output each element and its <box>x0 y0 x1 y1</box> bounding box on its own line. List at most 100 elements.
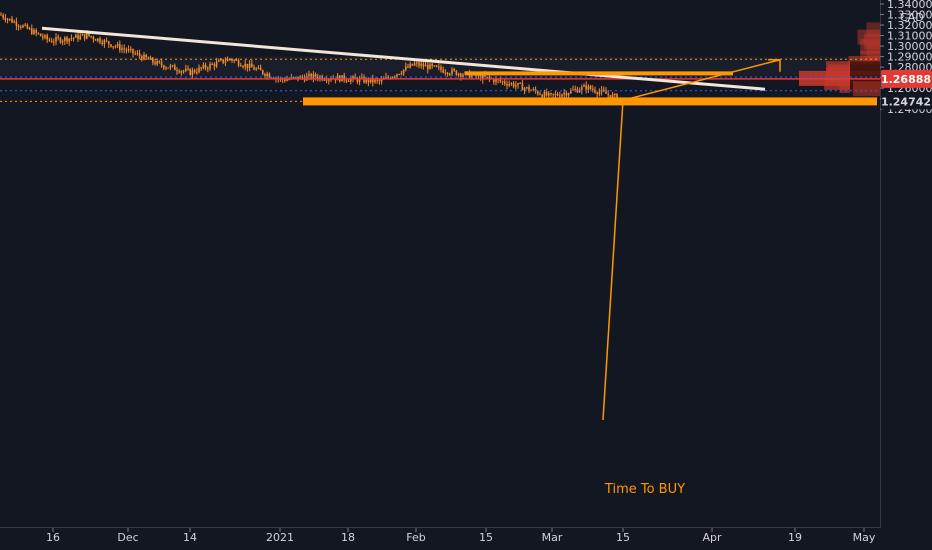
candle-body <box>253 67 255 70</box>
candle-body <box>477 74 480 77</box>
candle-body <box>356 78 359 83</box>
candle-body <box>88 33 90 36</box>
candle-body <box>398 74 400 76</box>
candle-body <box>515 85 517 87</box>
candle-body <box>4 17 7 21</box>
candle-body <box>138 53 141 57</box>
candle-body <box>48 39 51 41</box>
candle-body <box>9 18 11 20</box>
support-zone <box>303 97 877 106</box>
candle-body <box>123 48 125 50</box>
volume-bar <box>863 33 880 49</box>
candle-body <box>193 70 196 73</box>
candle-body <box>141 56 143 60</box>
candle-body <box>242 66 244 68</box>
current-price-value: 1.26888 <box>881 73 931 86</box>
candle-body <box>174 65 176 71</box>
x-tick-label: 16 <box>46 531 60 544</box>
projection-arrowhead <box>768 59 781 72</box>
time-to-buy-annotation: Time To BUY <box>604 482 685 497</box>
candle-body <box>202 64 205 69</box>
candle-body <box>347 81 350 83</box>
candle-body <box>209 64 211 69</box>
candle-body <box>484 74 486 77</box>
candle-body <box>407 66 409 68</box>
candle-body <box>114 46 117 48</box>
candle-body <box>451 69 453 74</box>
candle-body <box>512 83 515 87</box>
candle-body <box>145 54 147 58</box>
candle-body <box>251 63 253 68</box>
candle-body <box>328 79 330 81</box>
candle-body <box>539 94 541 96</box>
price-axis[interactable]: 1.340001.330001.320001.310001.300001.290… <box>880 0 932 116</box>
candle-body <box>77 34 79 40</box>
candle-body <box>598 91 601 94</box>
candle-body <box>614 94 616 96</box>
candle-body <box>616 94 618 101</box>
candle-body <box>196 72 198 74</box>
price-axis-panel <box>880 0 932 550</box>
candle-body <box>244 63 246 67</box>
candle-body <box>125 49 128 51</box>
candle-body <box>301 76 304 78</box>
candle-body <box>552 93 554 95</box>
candle-body <box>402 69 405 74</box>
candle-body <box>592 88 594 90</box>
candle-body <box>108 41 110 45</box>
y-tick-label: 1.32000 <box>887 19 932 32</box>
candle-body <box>70 38 73 40</box>
candle-body <box>499 79 502 82</box>
time-axis[interactable]: 16 Dec 14 2021 18 Feb 15 Mar 15 Apr 19 May <box>46 528 876 544</box>
candle-body <box>154 62 156 65</box>
candle-body <box>567 93 570 96</box>
candle-body <box>215 61 218 67</box>
candle-body <box>462 74 464 77</box>
candle-body <box>391 77 394 79</box>
candle-body <box>431 64 433 66</box>
candle-body <box>264 73 266 76</box>
candle-body <box>380 79 383 82</box>
candle-body <box>11 18 13 23</box>
candle-body <box>248 63 251 68</box>
candle-body <box>543 91 546 97</box>
candle-body <box>24 24 26 26</box>
candle-body <box>286 79 288 81</box>
candle-body <box>147 57 150 60</box>
candle-body <box>310 74 312 79</box>
candle-body <box>171 65 174 67</box>
candle-body <box>455 70 458 76</box>
candle-body <box>438 66 440 68</box>
candle-body <box>180 71 183 73</box>
candle-body <box>143 54 145 60</box>
candle-body <box>532 89 535 91</box>
candle-body <box>385 76 387 79</box>
candle-body <box>61 40 64 43</box>
candle-body <box>259 67 262 71</box>
candle-body <box>55 37 57 42</box>
currency-label: CAD <box>900 11 924 24</box>
candle-body <box>220 59 222 61</box>
y-tick-label: 1.31000 <box>887 30 932 43</box>
candle-body <box>112 46 114 48</box>
candle-body <box>266 73 268 76</box>
candle-body <box>119 44 121 50</box>
candle-body <box>460 73 462 77</box>
x-tick-label: Apr <box>702 531 722 544</box>
candle-body <box>22 25 24 28</box>
candle-body <box>26 24 29 29</box>
candle-body <box>446 72 449 75</box>
candle-body <box>116 44 119 47</box>
candle-body <box>343 75 345 81</box>
candle-body <box>226 58 229 62</box>
drawings <box>41 26 877 421</box>
volume-bar <box>857 29 880 45</box>
candle-body <box>369 78 372 83</box>
y-tick-label: 1.30000 <box>887 40 932 53</box>
candle-body <box>495 79 497 83</box>
candle-body <box>189 69 191 75</box>
y-tick-label: 1.33000 <box>887 9 932 22</box>
y-tick-label: 1.34000 <box>887 0 932 11</box>
candle-body <box>233 60 235 62</box>
